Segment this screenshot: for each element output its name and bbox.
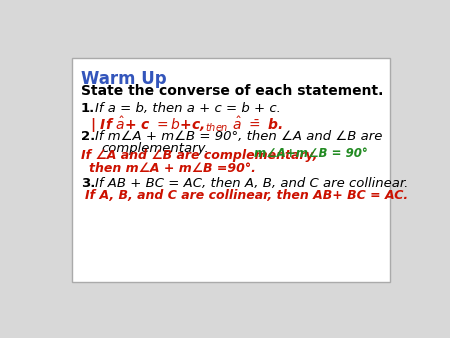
Text: m∠A+m∠B = 90°: m∠A+m∠B = 90° [254,147,368,160]
Text: State the converse of each statement.: State the converse of each statement. [81,84,383,98]
Text: If a = b, then a + c = b + c.: If a = b, then a + c = b + c. [95,102,281,115]
Text: If m∠A + m∠B = 90°, then ∠A and ∠B are: If m∠A + m∠B = 90°, then ∠A and ∠B are [95,130,382,143]
Text: If A, B, and C are collinear, then AB+ BC = AC.: If A, B, and C are collinear, then AB+ B… [85,189,408,202]
Text: 2.: 2. [81,130,95,143]
Text: If AB + BC = AC, then A, B, and C are collinear.: If AB + BC = AC, then A, B, and C are co… [95,177,409,190]
Text: complementary.: complementary. [101,142,209,155]
Text: 1.: 1. [81,102,95,115]
Text: If ∠A and ∠B are complementary,: If ∠A and ∠B are complementary, [81,149,317,162]
Text: | If $\hat{a}$+ c $=b$+c,$_{then}$ $\hat{a}$ $\bar{=}$ b.: | If $\hat{a}$+ c $=b$+c,$_{then}$ $\hat… [90,115,284,135]
Text: then m∠A + m∠B =90°.: then m∠A + m∠B =90°. [89,162,256,175]
Text: 3.: 3. [81,177,95,190]
Text: Warm Up: Warm Up [81,70,166,88]
FancyBboxPatch shape [72,58,390,282]
